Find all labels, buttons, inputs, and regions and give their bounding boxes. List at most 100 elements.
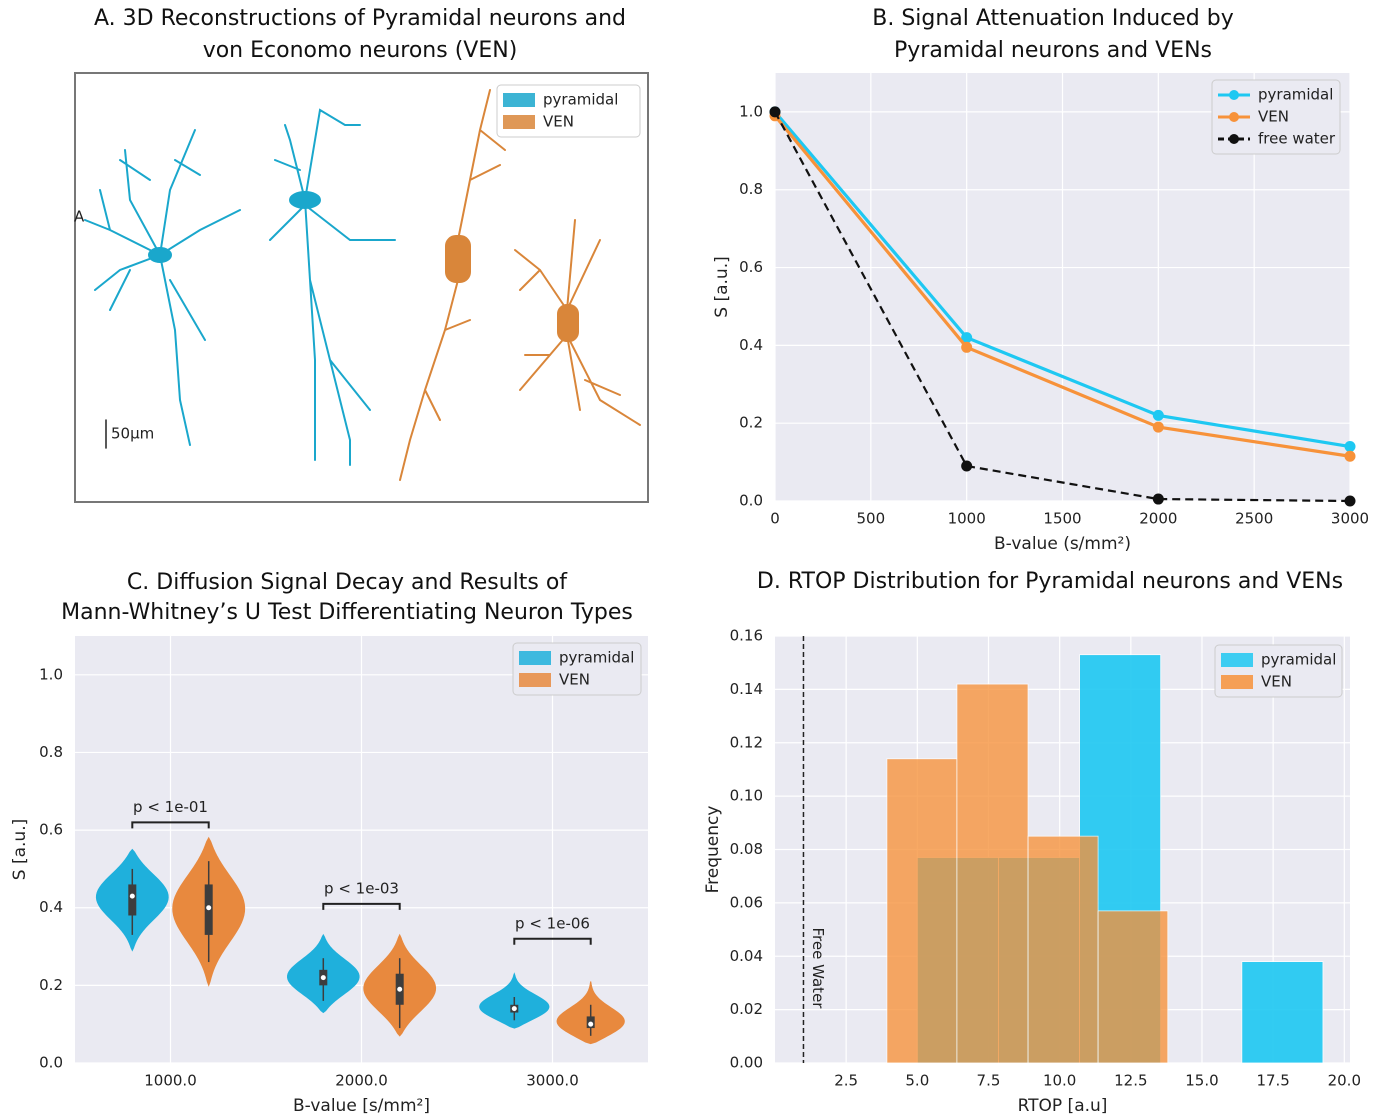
panel-title: von Economo neurons (VEN)	[203, 38, 518, 63]
violin-median	[511, 1006, 517, 1012]
reference-label: Free Water	[809, 928, 827, 1010]
panel-title: A. 3D Reconstructions of Pyramidal neuro…	[94, 6, 626, 31]
series-line	[774, 111, 1351, 503]
legend-label: VEN	[559, 671, 590, 689]
y-tick-label: 0.08	[730, 840, 763, 858]
series-marker	[1152, 421, 1164, 433]
legend-patch	[503, 115, 535, 129]
x-tick-label: 1000.0	[144, 1072, 197, 1090]
panel-title: Pyramidal neurons and VENs	[894, 38, 1212, 63]
panel-title: B. Signal Attenuation Induced by	[872, 6, 1234, 31]
y-tick-label: 0.8	[739, 180, 763, 198]
x-tick-label: 1000	[948, 510, 986, 528]
y-tick-label: 0.02	[730, 1000, 763, 1018]
neuron-drawings	[74, 72, 649, 503]
violin-median	[320, 975, 326, 981]
y-tick-label: 1.0	[39, 665, 63, 683]
y-tick-label: 0.00	[730, 1054, 763, 1072]
violin-box	[128, 884, 137, 916]
legend-label: pyramidal	[1258, 86, 1333, 104]
stray-label: A	[74, 208, 85, 226]
significance-bracket	[322, 902, 401, 910]
legend-label: VEN	[1258, 108, 1289, 126]
x-tick-label: 2000.0	[335, 1072, 388, 1090]
legend-patch	[519, 651, 551, 665]
significance-label: p < 1e-01	[133, 798, 208, 816]
y-tick-label: 0.6	[739, 258, 763, 276]
histogram-bar	[1097, 910, 1169, 1064]
panel-title: C. Diffusion Signal Decay and Results of	[127, 570, 568, 595]
legend-label: free water	[1258, 130, 1336, 148]
y-tick-label: 1.0	[739, 102, 763, 120]
legend-patch	[1221, 675, 1253, 689]
series-marker	[1344, 441, 1356, 453]
histogram-bar	[1027, 835, 1099, 1064]
legend-marker	[1229, 134, 1239, 144]
x-tick-label: 2500	[1235, 510, 1273, 528]
legend-label: VEN	[543, 113, 574, 131]
series-marker	[961, 460, 973, 472]
x-axis-label: B-value (s/mm²)	[994, 534, 1131, 554]
legend-patch	[1221, 653, 1253, 667]
y-axis-label: S [a.u.]	[10, 819, 30, 880]
y-tick-label: 0.04	[730, 947, 763, 965]
pyramidal-neuron	[84, 108, 396, 466]
legend-marker	[1229, 90, 1239, 100]
histogram-bar	[956, 683, 1029, 1064]
legend-label: VEN	[1261, 673, 1292, 691]
series-marker	[1344, 450, 1356, 462]
y-axis-label: Frequency	[703, 806, 723, 894]
x-tick-label: 17.5	[1256, 1072, 1289, 1090]
violin-median	[397, 986, 403, 992]
x-tick-label: 3000	[1331, 510, 1369, 528]
ven-neuron	[399, 89, 641, 481]
x-tick-label: 7.5	[977, 1072, 1001, 1090]
x-tick-label: 2.5	[834, 1072, 858, 1090]
series-marker	[1152, 493, 1164, 505]
y-tick-label: 0.0	[739, 492, 763, 510]
series-marker	[961, 341, 973, 353]
y-tick-label: 0.12	[730, 733, 763, 751]
legend-patch	[519, 673, 551, 687]
y-axis-label: S [a.u.]	[712, 256, 732, 317]
x-tick-label: 1500	[1043, 510, 1081, 528]
legend-marker	[1229, 112, 1239, 122]
x-tick-label: 2000	[1139, 510, 1177, 528]
y-tick-label: 0.06	[730, 893, 763, 911]
x-tick-label: 500	[857, 510, 886, 528]
legend-box	[1211, 79, 1341, 155]
violin-median	[588, 1021, 594, 1027]
x-tick-label: 10.0	[1043, 1072, 1076, 1090]
histogram-bar	[886, 758, 958, 1064]
y-tick-label: 0.16	[730, 627, 763, 645]
panel-title: D. RTOP Distribution for Pyramidal neuro…	[757, 569, 1343, 594]
legend-label: pyramidal	[543, 91, 618, 109]
scale-bar-label: 50µm	[111, 425, 154, 443]
series-line	[773, 110, 1351, 449]
significance-bracket	[513, 937, 592, 945]
series-marker	[1344, 495, 1356, 507]
histogram-bar	[1241, 961, 1324, 1064]
y-tick-label: 0.2	[39, 976, 63, 994]
x-tick-label: 5.0	[905, 1072, 929, 1090]
violin-median	[206, 905, 212, 911]
x-axis-label: B-value [s/mm²]	[293, 1096, 430, 1116]
series-marker	[1152, 409, 1164, 421]
significance-bracket	[131, 821, 210, 829]
legend-patch	[503, 93, 535, 107]
y-tick-label: 0.10	[730, 787, 763, 805]
x-tick-label: 12.5	[1114, 1072, 1147, 1090]
legend-label: pyramidal	[559, 649, 634, 667]
series-marker	[769, 106, 781, 118]
significance-label: p < 1e-03	[324, 879, 399, 897]
y-tick-label: 0.6	[39, 821, 63, 839]
series-line	[773, 114, 1351, 458]
x-tick-label: 15.0	[1185, 1072, 1218, 1090]
x-tick-label: 3000.0	[526, 1072, 579, 1090]
significance-label: p < 1e-06	[515, 914, 590, 932]
series-marker	[961, 332, 973, 344]
y-tick-label: 0.4	[739, 336, 763, 354]
y-tick-label: 0.8	[39, 743, 63, 761]
x-axis-label: RTOP [a.u]	[1018, 1096, 1108, 1116]
